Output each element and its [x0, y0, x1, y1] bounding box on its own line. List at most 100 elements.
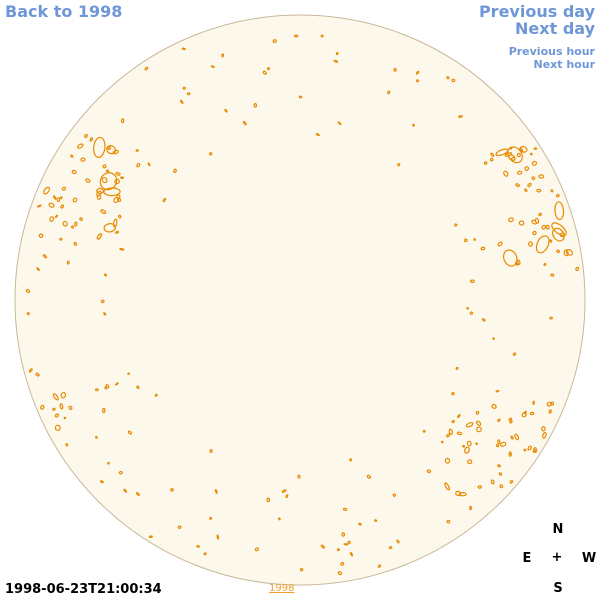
contour-mark: [93, 136, 106, 158]
contour-mark: [120, 118, 125, 124]
contour-mark: [119, 247, 125, 251]
contour-mark: [524, 188, 528, 192]
contour-mark: [476, 420, 482, 427]
contour-mark: [105, 384, 110, 389]
contour-mark: [196, 545, 200, 548]
contour-mark: [266, 497, 271, 503]
contour-mark: [333, 59, 339, 63]
contour-mark: [542, 431, 547, 439]
contour-mark: [100, 209, 107, 215]
contour-mark: [186, 92, 191, 96]
contour-mark: [59, 237, 63, 241]
contour-mark: [550, 273, 555, 277]
contour-mark: [135, 149, 139, 152]
contour-mark: [162, 197, 167, 203]
contour-mark: [203, 552, 207, 556]
contour-mark: [550, 189, 554, 193]
contour-mark: [84, 133, 88, 139]
contour-mark: [387, 90, 391, 95]
contour-mark: [154, 393, 158, 397]
contour-mark: [266, 67, 271, 71]
contour-mark: [480, 246, 486, 251]
contour-mark: [349, 458, 352, 462]
contour-mark: [508, 451, 512, 455]
contour-mark: [177, 525, 182, 529]
contour-mark: [549, 239, 553, 243]
contour-mark: [446, 76, 450, 80]
contour-mark: [549, 316, 553, 320]
contour-mark: [475, 442, 478, 446]
contour-mark: [458, 115, 463, 118]
contour-mark: [446, 519, 451, 524]
contour-mark: [105, 169, 110, 173]
contour-mark: [272, 39, 277, 44]
contour-mark: [61, 186, 67, 191]
contour-mark: [533, 147, 538, 150]
contour-mark: [528, 241, 533, 247]
contour-mark: [509, 420, 513, 424]
contour-mark: [532, 449, 538, 454]
contour-mark: [422, 429, 426, 433]
contour-mark: [538, 212, 542, 217]
contour-mark: [209, 516, 213, 520]
contour-mark: [209, 449, 213, 453]
contour-mark: [374, 519, 378, 522]
contour-mark: [65, 443, 69, 447]
contour-mark: [118, 470, 123, 475]
contour-mark: [358, 522, 362, 526]
contour-mark: [102, 407, 106, 414]
year-link[interactable]: 1998: [269, 583, 295, 594]
contour-mark: [52, 195, 57, 200]
contour-mark: [541, 426, 546, 432]
contour-mark: [336, 548, 340, 552]
contour-mark: [127, 430, 133, 435]
contour-mark: [551, 222, 567, 237]
contour-mark: [466, 306, 469, 310]
contour-mark: [48, 202, 55, 208]
contour-mark: [497, 418, 501, 423]
contour-mark: [490, 152, 495, 157]
contour-mark: [492, 337, 495, 340]
contour-mark: [426, 469, 432, 474]
contour-mark: [103, 312, 107, 316]
previous-day-link[interactable]: Previous day: [478, 2, 595, 21]
contour-mark: [136, 162, 141, 168]
contour-mark: [297, 474, 301, 479]
contour-mark: [73, 241, 78, 246]
contour-mark: [500, 441, 507, 447]
contour-mark: [556, 249, 560, 254]
next-hour-link[interactable]: Next hour: [533, 58, 596, 71]
contour-mark: [497, 241, 503, 247]
contour-mark: [299, 567, 304, 572]
contour-mark: [552, 227, 565, 242]
contour-mark: [377, 564, 382, 568]
contour-mark: [214, 489, 218, 494]
contour-mark: [112, 218, 118, 228]
contour-mark: [209, 152, 213, 156]
contour-mark: [54, 424, 61, 431]
contour-mark: [366, 474, 372, 479]
contour-mark: [242, 120, 247, 126]
contour-mark: [71, 225, 75, 229]
contour-mark: [397, 163, 401, 167]
contour-mark: [503, 249, 518, 267]
contour-mark: [221, 53, 225, 58]
contour-mark: [117, 197, 122, 203]
contour-mark: [337, 121, 342, 126]
contour-mark: [96, 190, 102, 197]
contour-mark: [28, 368, 33, 373]
contour-mark: [281, 489, 287, 493]
contour-mark: [115, 382, 119, 386]
contour-mark: [254, 547, 260, 552]
contour-mark: [40, 404, 45, 410]
contour-mark: [181, 47, 186, 51]
contour-mark: [497, 464, 501, 468]
contour-mark: [509, 479, 514, 484]
contour-mark: [42, 254, 47, 259]
next-day-link[interactable]: Next day: [515, 19, 595, 38]
contour-mark: [515, 183, 520, 187]
previous-hour-link[interactable]: Previous hour: [508, 45, 595, 58]
back-to-year-link[interactable]: Back to 1998: [5, 2, 123, 21]
contour-mark: [444, 482, 450, 491]
contour-mark: [63, 416, 67, 420]
